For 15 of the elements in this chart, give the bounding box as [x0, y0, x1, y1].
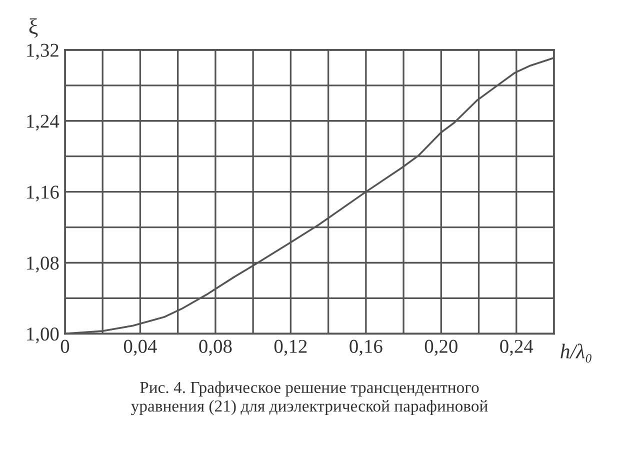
y-tick-label: 1,32: [27, 44, 58, 60]
y-tick-label: 1,08: [27, 256, 59, 272]
x-tick-label: 0: [60, 340, 70, 353]
x-tick-label: 0,24: [500, 340, 534, 356]
y-axis-title: ξ: [29, 18, 38, 38]
y-tick-label: 1,00: [27, 328, 59, 344]
x-tick-label: 0,12: [274, 340, 307, 356]
x-tick-label: 0,04: [124, 340, 157, 356]
x-tick-label: 0,08: [199, 340, 232, 356]
x-axis-title: h/λ₀: [560, 344, 592, 363]
y-tick-label: 1,24: [27, 114, 60, 131]
text: Рис. 4. Графическое решение трансцендентного уравнения (21) для диэлектрической парафиновой: [131, 381, 488, 416]
x-tick-label: 0,20: [424, 340, 458, 356]
x-tick-label: 0,16: [350, 340, 382, 356]
y-tick-label: 1,16: [27, 186, 59, 202]
